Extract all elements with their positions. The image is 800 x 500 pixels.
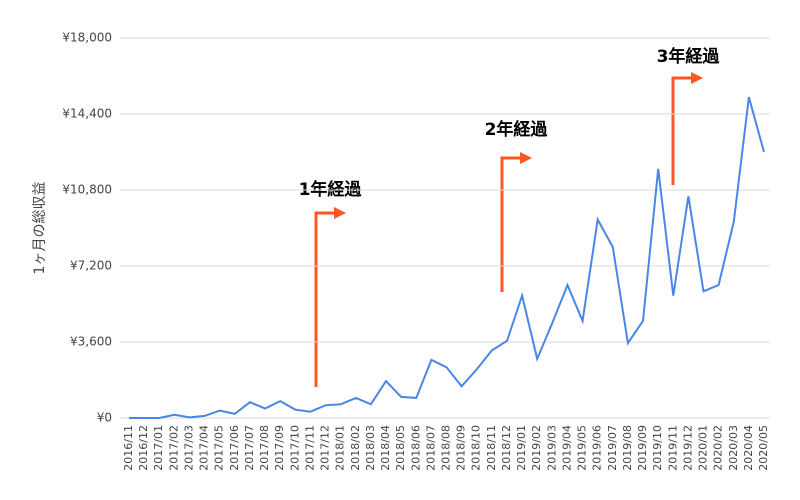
x-tick-label: 2018/01	[334, 425, 347, 471]
x-tick-label: 2016/12	[137, 425, 150, 471]
x-tick-label: 2020/05	[757, 425, 770, 471]
x-tick-label: 2019/06	[591, 425, 604, 471]
x-tick-label: 2020/01	[697, 425, 710, 471]
x-tick-label: 2017/06	[228, 425, 241, 471]
y-axis-title: 1ヶ月の総収益	[32, 182, 48, 275]
x-tick-label: 2019/01	[515, 425, 528, 471]
x-tick-label: 2016/11	[122, 425, 135, 471]
x-tick-label: 2019/05	[576, 425, 589, 471]
x-tick-label: 2020/02	[712, 425, 725, 471]
x-tick-label: 2017/10	[288, 425, 301, 471]
y-tick-label: ¥0	[97, 411, 112, 425]
x-tick-label: 2018/05	[394, 425, 407, 471]
x-tick-label: 2017/09	[273, 425, 286, 471]
y-tick-label: ¥14,400	[62, 107, 112, 121]
x-tick-label: 2018/08	[440, 425, 453, 471]
x-tick-label: 2019/07	[606, 425, 619, 471]
x-tick-label: 2019/11	[666, 425, 679, 471]
x-tick-label: 2017/03	[182, 425, 195, 471]
x-tick-label: 2019/10	[651, 425, 664, 471]
x-tick-label: 2017/11	[303, 425, 316, 471]
x-tick-label: 2018/04	[379, 425, 392, 471]
x-tick-label: 2018/11	[485, 425, 498, 471]
x-tick-label: 2019/09	[636, 425, 649, 471]
x-tick-label: 2019/12	[681, 425, 694, 471]
x-tick-label: 2018/03	[364, 425, 377, 471]
data-line	[129, 96, 765, 419]
y-tick-label: ¥10,800	[62, 183, 112, 197]
x-tick-label: 2019/04	[560, 425, 573, 471]
y-tick-label: ¥3,600	[70, 335, 112, 349]
y-tick-label: ¥7,200	[70, 259, 112, 273]
x-tick-label: 2018/07	[424, 425, 437, 471]
x-tick-label: 2018/09	[455, 425, 468, 471]
x-tick-label: 2017/02	[167, 425, 180, 471]
x-tick-label: 2017/05	[213, 425, 226, 471]
x-tick-label: 2019/02	[530, 425, 543, 471]
x-tick-label: 2018/02	[349, 425, 362, 471]
x-tick-label: 2019/03	[545, 425, 558, 471]
x-tick-label: 2017/12	[319, 425, 332, 471]
y-tick-label: ¥18,000	[62, 31, 112, 45]
x-tick-label: 2019/08	[621, 425, 634, 471]
x-tick-label: 2018/10	[470, 425, 483, 471]
x-tick-label: 2017/01	[152, 425, 165, 471]
x-tick-label: 2017/04	[198, 425, 211, 471]
annotation: 3年経過	[657, 46, 721, 67]
x-tick-label: 2017/08	[258, 425, 271, 471]
arrow	[314, 72, 703, 387]
x-tick-label: 2020/04	[742, 425, 755, 471]
x-tick-label: 2020/03	[727, 425, 740, 471]
annotation: 2年経過	[485, 119, 549, 140]
x-tick-label: 2018/06	[409, 425, 422, 471]
x-tick-label: 2018/12	[500, 425, 513, 471]
x-tick-label: 2017/07	[243, 425, 256, 471]
